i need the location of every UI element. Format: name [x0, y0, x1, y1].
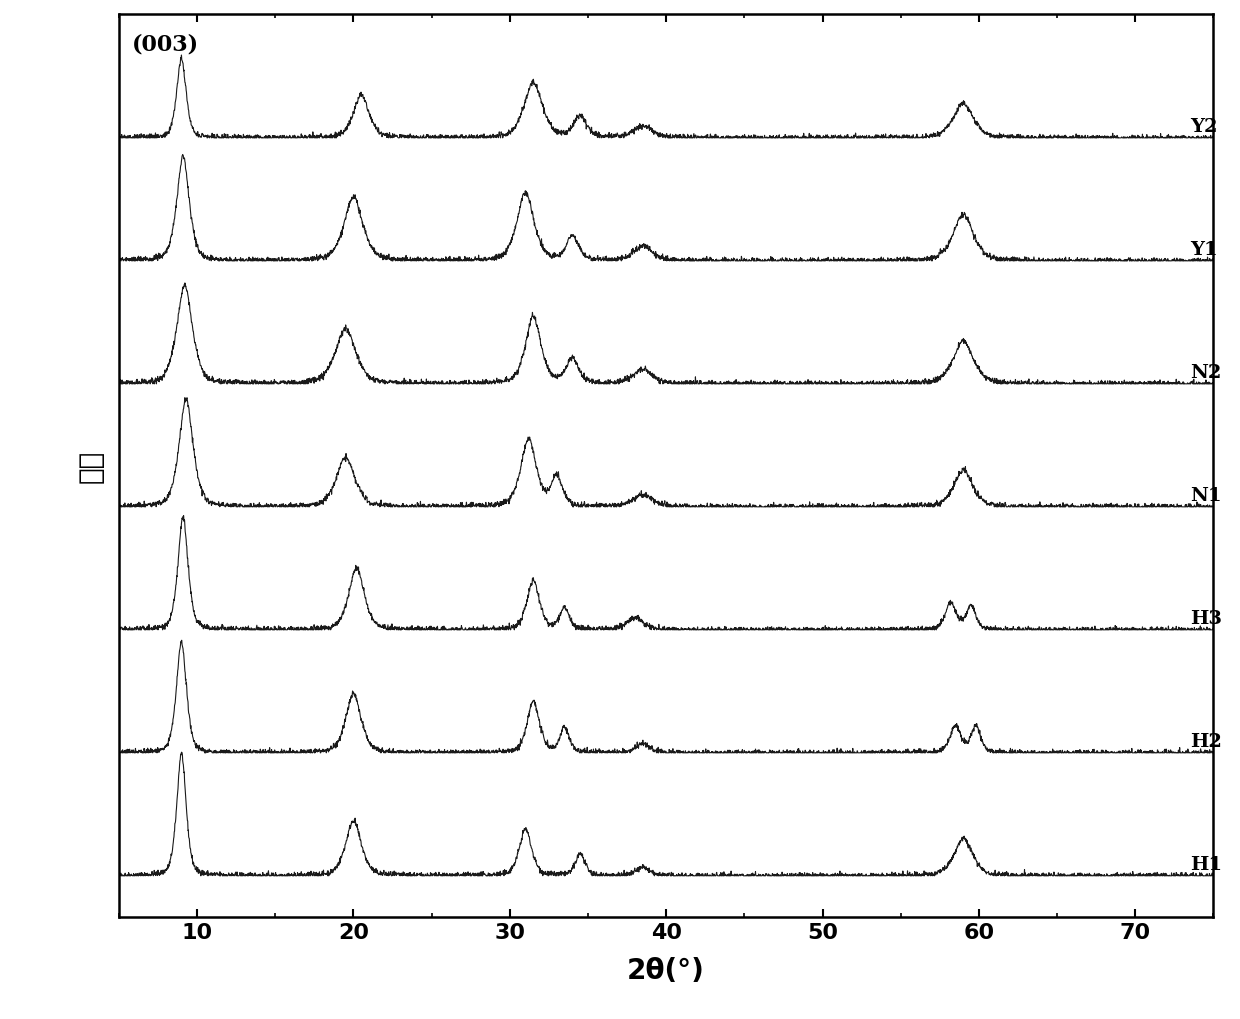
- Text: H1: H1: [1190, 855, 1223, 872]
- Text: Y2: Y2: [1190, 117, 1218, 136]
- X-axis label: 2θ(°): 2θ(°): [627, 956, 706, 983]
- Text: H2: H2: [1190, 732, 1221, 750]
- Text: (003): (003): [131, 34, 198, 55]
- Text: Y1: Y1: [1190, 240, 1218, 258]
- Text: H3: H3: [1190, 609, 1221, 627]
- Text: N2: N2: [1190, 363, 1221, 381]
- Y-axis label: 强度: 强度: [77, 449, 105, 483]
- Text: N1: N1: [1190, 486, 1221, 504]
